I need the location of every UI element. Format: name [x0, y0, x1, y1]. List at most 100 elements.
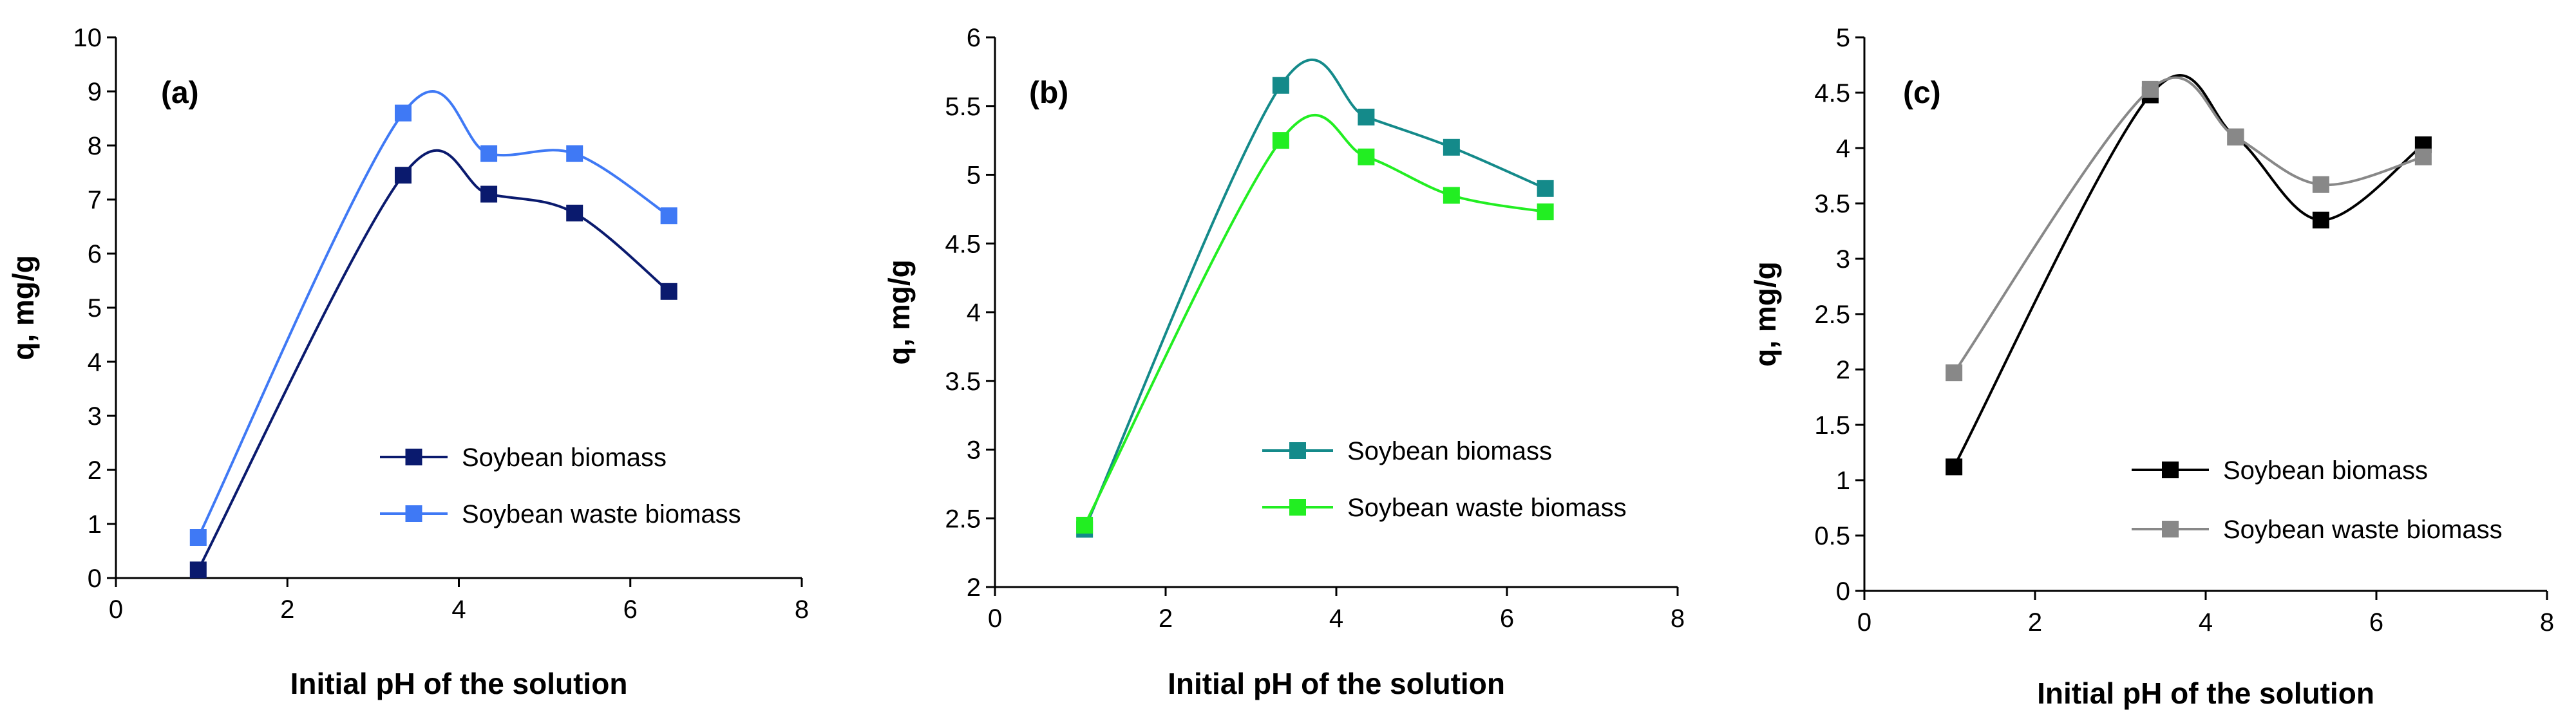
- y-tick-label: 3.5: [945, 368, 981, 396]
- series-line-soybean-biomass: [197, 149, 670, 571]
- y-tick-label: 1.5: [1814, 411, 1850, 440]
- x-tick-label: 8: [2540, 608, 2554, 637]
- series-line-soybean-biomass: [1953, 74, 2425, 468]
- y-tick-label: 3: [88, 402, 102, 431]
- legend-marker: [1289, 442, 1306, 459]
- chart-panel-c: 0 0.5 1 1.5 2 2.5 3 3.5 4 4.5 5 0 2 4 6 8 Initial pH of …: [1748, 24, 2554, 710]
- data-point: [189, 529, 207, 546]
- y-tick-label: 3.5: [1814, 190, 1850, 218]
- x-tick-label: 6: [623, 595, 638, 624]
- y-tick-label: 8: [88, 132, 102, 160]
- data-point: [566, 205, 583, 221]
- x-tick-label: 6: [1500, 604, 1514, 633]
- y-tick-label: 2.5: [1814, 301, 1850, 329]
- y-tick-label: 4.5: [945, 230, 981, 258]
- x-tick-label: 4: [451, 595, 466, 624]
- data-point: [566, 145, 583, 162]
- data-point: [480, 185, 498, 203]
- data-point: [480, 145, 498, 162]
- x-tick-label: 8: [795, 595, 809, 624]
- legend-marker: [1289, 499, 1306, 516]
- series-line-soybean-waste-biomass: [1953, 76, 2424, 374]
- legend-marker: [2162, 521, 2179, 537]
- x-axis-title: Initial pH of the solution: [1168, 667, 1505, 700]
- data-point: [189, 561, 207, 579]
- data-point: [2312, 176, 2329, 193]
- x-tick-label: 2: [280, 595, 294, 624]
- legend-marker: [2162, 462, 2179, 478]
- y-tick-label: 0: [1836, 577, 1850, 606]
- x-tick-label: 2: [1159, 604, 1173, 633]
- y-tick-label: 2: [967, 574, 981, 602]
- y-tick-label: 4: [1836, 135, 1850, 163]
- panel-label: (b): [1029, 76, 1068, 110]
- y-tick-label: 9: [88, 78, 102, 106]
- y-tick-label: 5.5: [945, 93, 981, 121]
- y-tick-label: 4.5: [1814, 79, 1850, 107]
- x-tick-label: 6: [2369, 608, 2383, 637]
- legend-entry: Soybean biomass: [462, 443, 667, 472]
- y-tick-label: 1: [1836, 467, 1850, 495]
- y-tick-label: 2.5: [945, 505, 981, 533]
- y-tick-label: 4: [967, 299, 981, 327]
- y-tick-label: 5: [88, 294, 102, 322]
- data-point: [1272, 132, 1289, 149]
- legend-entry: Soybean waste biomass: [1347, 494, 1627, 522]
- data-point: [1946, 458, 1963, 476]
- x-tick-label: 8: [1671, 604, 1685, 633]
- x-tick-label: 0: [1857, 608, 1871, 637]
- data-point: [1076, 516, 1094, 534]
- data-point: [2312, 211, 2329, 229]
- panel-label: (c): [1903, 76, 1941, 110]
- data-point: [1946, 364, 1963, 382]
- legend: Soybean biomass Soybean waste biomass: [2132, 456, 2503, 544]
- y-axis-title: q, mg/g: [1748, 261, 1782, 367]
- x-tick-label: 0: [109, 595, 123, 624]
- y-tick-label: 5: [967, 162, 981, 190]
- x-axis-title: Initial pH of the solution: [290, 667, 628, 700]
- data-point: [1358, 148, 1375, 165]
- series-line-soybean-waste-biomass: [196, 90, 670, 538]
- data-point: [394, 167, 412, 184]
- y-tick-label: 7: [88, 186, 102, 214]
- y-tick-label: 5: [1836, 24, 1850, 52]
- y-tick-label: 6: [88, 240, 102, 268]
- data-point: [2141, 80, 2159, 98]
- data-point: [2227, 128, 2244, 145]
- y-axis-title: q, mg/g: [882, 259, 916, 365]
- y-tick-label: 2: [1836, 356, 1850, 384]
- y-tick-label: 3: [967, 436, 981, 465]
- y-tick-label: 4: [88, 348, 102, 377]
- legend-entry: Soybean waste biomass: [2223, 516, 2503, 544]
- y-tick-label: 6: [967, 24, 981, 52]
- y-tick-label: 10: [73, 24, 102, 52]
- data-point: [1537, 180, 1554, 197]
- y-axis-title: q, mg/g: [6, 255, 40, 360]
- data-point: [394, 104, 412, 122]
- y-tick-label: 0: [88, 565, 102, 593]
- y-tick-label: 1: [88, 510, 102, 539]
- legend-entry: Soybean waste biomass: [462, 500, 741, 528]
- legend-entry: Soybean biomass: [2223, 456, 2428, 485]
- x-tick-label: 2: [2028, 608, 2042, 637]
- y-tick-label: 0.5: [1814, 522, 1850, 550]
- data-point: [1272, 77, 1289, 94]
- data-point: [1358, 108, 1375, 126]
- x-tick-label: 0: [988, 604, 1002, 633]
- legend-marker: [405, 505, 422, 522]
- y-tick-label: 2: [88, 456, 102, 485]
- x-tick-label: 4: [1329, 604, 1343, 633]
- legend-entry: Soybean biomass: [1347, 437, 1552, 465]
- series-line-soybean-waste-biomass: [1083, 113, 1546, 526]
- panel-label: (a): [161, 76, 199, 110]
- data-point: [1443, 187, 1460, 204]
- legend-marker: [405, 449, 422, 465]
- y-tick-label: 3: [1836, 245, 1850, 274]
- legend: Soybean biomass Soybean waste biomass: [1262, 437, 1627, 522]
- x-axis-title: Initial pH of the solution: [2037, 677, 2374, 710]
- chart-panel-a: 0 1 2 3 4 5 6 7 8 9 10 0 2 4 6 8 Initial pH of the solut…: [6, 24, 809, 700]
- data-point: [2414, 148, 2432, 165]
- legend: Soybean biomass Soybean waste biomass: [380, 443, 741, 528]
